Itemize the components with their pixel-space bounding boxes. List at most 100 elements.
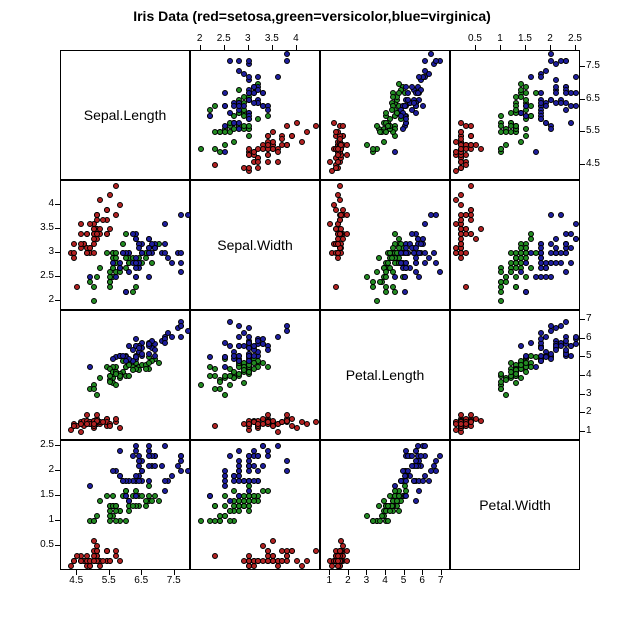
point: [130, 367, 136, 373]
point: [335, 146, 341, 152]
point: [104, 250, 110, 256]
point: [400, 126, 406, 132]
point: [370, 146, 376, 152]
point: [133, 336, 139, 342]
point: [458, 159, 464, 165]
panel-3-1: [190, 440, 320, 570]
x-tick-label: 6.5: [131, 575, 151, 586]
point: [338, 226, 344, 232]
point: [227, 453, 233, 459]
point: [381, 139, 387, 145]
y-tick: [580, 99, 585, 100]
point: [236, 126, 242, 132]
point: [91, 298, 97, 304]
diag-label-Petal.Width: Petal.Width: [451, 497, 579, 513]
point: [563, 241, 569, 247]
point: [94, 548, 100, 554]
point: [130, 231, 136, 237]
y-tick: [580, 375, 585, 376]
point: [523, 289, 529, 295]
point: [113, 518, 119, 524]
point: [409, 453, 415, 459]
point: [428, 212, 434, 218]
point: [463, 284, 469, 290]
x-tick: [575, 45, 576, 50]
point: [548, 97, 554, 103]
point: [113, 274, 119, 280]
point: [275, 159, 281, 165]
point: [344, 212, 350, 218]
y-tick: [580, 319, 585, 320]
y-tick: [55, 445, 60, 446]
point: [503, 274, 509, 280]
point: [255, 74, 261, 80]
point: [563, 347, 569, 353]
point: [123, 231, 129, 237]
point: [178, 334, 184, 340]
point: [543, 274, 549, 280]
point: [246, 498, 252, 504]
x-tick-label: 2: [338, 575, 358, 586]
point: [416, 274, 422, 280]
y-tick: [55, 545, 60, 546]
point: [246, 97, 252, 103]
point: [411, 100, 417, 106]
point: [422, 473, 428, 479]
point: [246, 453, 252, 459]
point: [270, 418, 276, 424]
point: [91, 284, 97, 290]
x-tick-label: 3: [238, 33, 258, 44]
point: [231, 353, 237, 359]
point: [270, 129, 276, 135]
point: [468, 231, 474, 237]
x-tick-label: 4.5: [66, 575, 86, 586]
point: [136, 458, 142, 464]
point: [198, 146, 204, 152]
point: [133, 473, 139, 479]
point: [279, 419, 285, 425]
point: [255, 453, 261, 459]
point: [498, 386, 504, 392]
point: [573, 236, 579, 242]
point: [422, 68, 428, 74]
point: [563, 319, 569, 325]
point: [236, 448, 242, 454]
point: [503, 142, 509, 148]
point: [563, 338, 569, 344]
point: [246, 488, 252, 494]
point: [304, 421, 310, 427]
panel-1-0: [60, 180, 190, 310]
point: [313, 123, 319, 129]
point: [392, 483, 398, 489]
point: [212, 553, 218, 559]
y-tick-label: 5: [586, 350, 592, 361]
point: [376, 503, 382, 509]
point: [227, 518, 233, 524]
point: [133, 274, 139, 280]
y-tick-label: 0.5: [40, 539, 54, 550]
point: [385, 123, 391, 129]
point: [212, 503, 218, 509]
point: [117, 448, 123, 454]
point: [265, 159, 271, 165]
point: [458, 165, 464, 171]
point: [246, 90, 252, 96]
panel-2-0: [60, 310, 190, 440]
point: [110, 468, 116, 474]
point: [558, 212, 564, 218]
point: [548, 126, 554, 132]
point: [178, 323, 184, 329]
y-tick-label: 5.5: [586, 125, 600, 136]
y-tick-label: 2: [48, 464, 54, 475]
point: [344, 152, 350, 158]
y-tick-label: 1: [48, 514, 54, 525]
point: [558, 260, 564, 266]
x-tick: [500, 45, 501, 50]
point: [563, 250, 569, 256]
point: [236, 343, 242, 349]
y-tick-label: 4: [48, 198, 54, 209]
point: [364, 142, 370, 148]
point: [523, 369, 529, 375]
point: [468, 183, 474, 189]
point: [117, 425, 123, 431]
